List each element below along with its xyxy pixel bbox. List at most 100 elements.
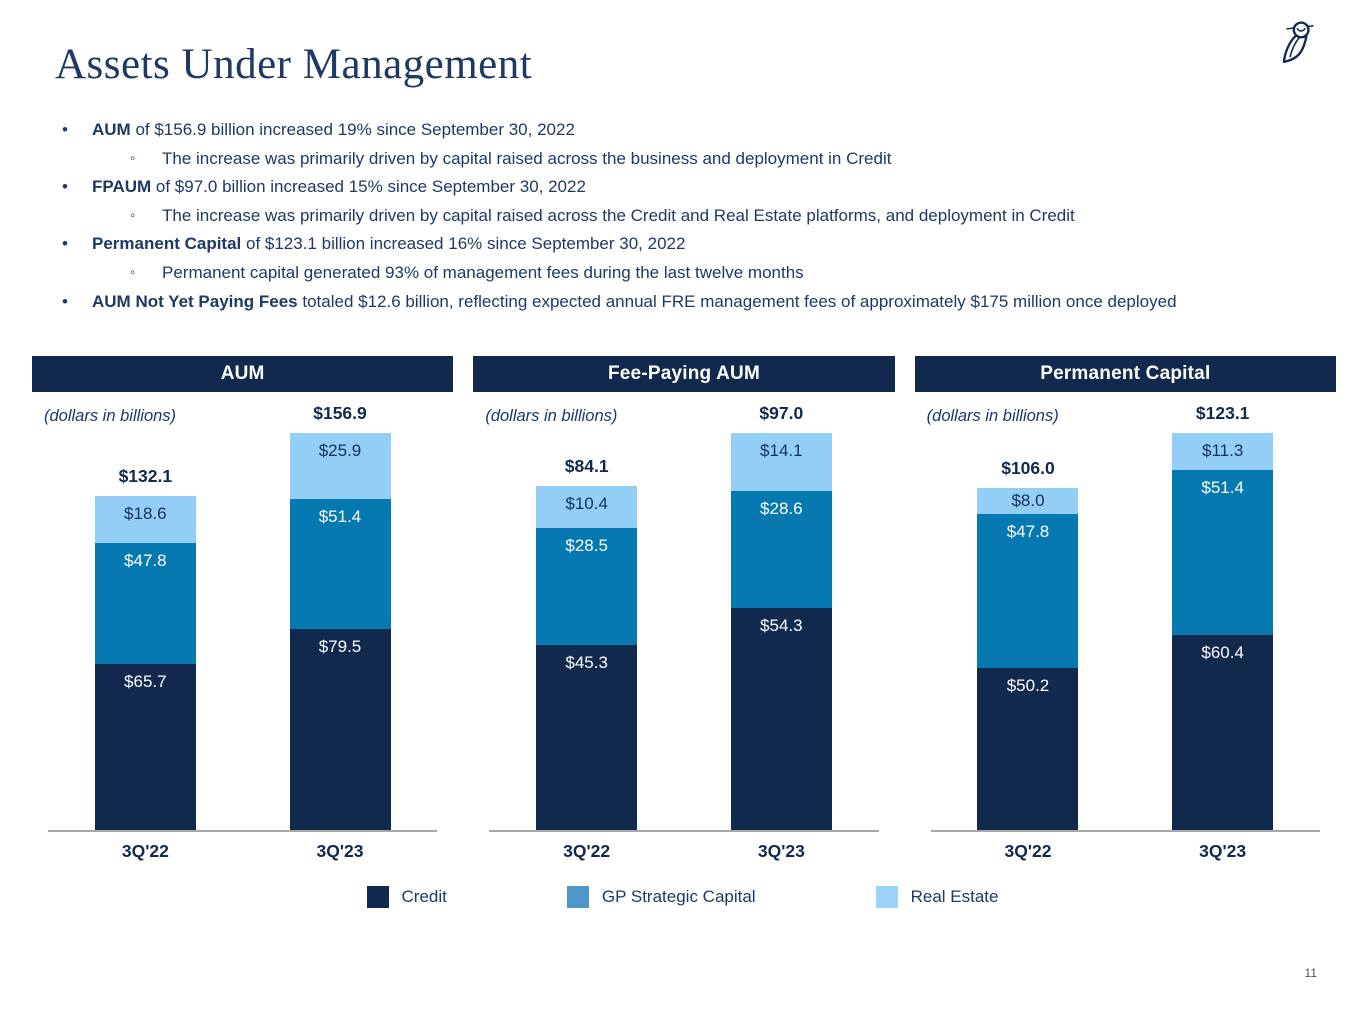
sub-bullet-text: The increase was primarily driven by cap… — [162, 205, 1075, 225]
stacked-bar: $14.1 $28.6 $54.3 — [730, 433, 832, 831]
bar-segment-gp-strategic-capital: $28.6 — [730, 490, 832, 608]
sub-bullet-icon: ◦ — [130, 149, 136, 167]
stacked-bar: $10.4 $28.5 $45.3 — [536, 485, 638, 831]
segment-value-label: $50.2 — [1006, 676, 1050, 696]
bar-segment-credit: $54.3 — [730, 607, 832, 831]
bar-segment-gp-strategic-capital: $47.8 — [94, 542, 196, 664]
legend-label: Real Estate — [910, 887, 999, 907]
stacked-bar: $18.6 $47.8 $65.7 — [94, 495, 196, 831]
chart-units-note: (dollars in billions) — [926, 407, 1059, 426]
segment-value-label: $10.4 — [565, 493, 608, 513]
page-number: 11 — [1304, 966, 1317, 980]
bullet-fpaum: • FPAUM of $97.0 billion increased 15% s… — [60, 173, 1325, 202]
bar-segment-gp-strategic-capital: $28.5 — [536, 528, 638, 645]
x-axis-label: 3Q'22 — [1004, 841, 1052, 862]
x-axis-label: 3Q'22 — [121, 841, 169, 862]
bar-slot: $25.9 $51.4 $79.5 $156.9 — [243, 392, 438, 831]
sub-bullet-permanent-capital: ◦ Permanent capital generated 93% of man… — [60, 259, 1325, 288]
bar-segment-gp-strategic-capital: $51.4 — [1172, 469, 1274, 636]
x-axis-labels: 3Q'22 3Q'23 — [48, 832, 437, 862]
bar-slot: $11.3 $51.4 $60.4 $123.1 — [1125, 392, 1320, 831]
chart-body: (dollars in billions) $8.0 $47.8 $50.2 $106… — [915, 392, 1336, 862]
bullet-icon: • — [62, 234, 68, 254]
sub-bullet-text: Permanent capital generated 93% of manag… — [162, 262, 804, 282]
bullet-icon: • — [62, 291, 68, 311]
sub-bullet-aum: ◦ The increase was primarily driven by c… — [60, 145, 1325, 174]
chart-units-note: (dollars in billions) — [44, 407, 177, 426]
chart-legend: Credit GP Strategic Capital Real Estate — [0, 886, 1365, 909]
bullet-icon: • — [62, 177, 68, 197]
bar-segment-real-estate: $25.9 — [289, 433, 391, 499]
chart-title: Permanent Capital — [1040, 363, 1211, 385]
segment-value-label: $60.4 — [1201, 643, 1244, 663]
segment-value-label: $28.5 — [565, 536, 608, 556]
sub-bullet-text: The increase was primarily driven by cap… — [162, 148, 892, 168]
chart-plot: $8.0 $47.8 $50.2 $106.0 $11.3 $51.4 $60.4 $123.… — [930, 392, 1320, 833]
credit-swatch-icon — [366, 886, 389, 909]
segment-value-label: $54.3 — [760, 615, 803, 635]
bullet-text: FPAUM of $97.0 billion increased 15% sin… — [92, 177, 586, 197]
bar-total-label: $97.0 — [759, 403, 804, 424]
segment-value-label: $11.3 — [1202, 441, 1244, 461]
legend-label: GP Strategic Capital — [601, 887, 756, 907]
blue-owl-owl-logo — [1282, 21, 1314, 63]
segment-value-label: $47.8 — [1006, 522, 1050, 542]
chart-plot: $18.6 $47.8 $65.7 $132.1 $25.9 $51.4 $79.5 $156… — [48, 392, 438, 833]
legend-label: Credit — [401, 887, 447, 907]
bar-segment-credit: $50.2 — [977, 668, 1079, 831]
bar-segment-real-estate: $10.4 — [536, 485, 638, 529]
bar-slot: $14.1 $28.6 $54.3 $97.0 — [684, 392, 879, 831]
bar-total-label: $123.1 — [1195, 403, 1250, 424]
bar-segment-gp-strategic-capital: $47.8 — [977, 514, 1079, 669]
real-estate-swatch-icon — [875, 886, 898, 909]
chart-title: Fee-Paying AUM — [607, 363, 760, 385]
legend-item-gp-strategic-capital: GP Strategic Capital — [566, 886, 756, 909]
bar-total-label: $106.0 — [1001, 458, 1055, 479]
chart-title-bar: Permanent Capital — [914, 356, 1336, 393]
legend-item-credit: Credit — [366, 886, 447, 909]
bar-total-label: $132.1 — [118, 465, 173, 486]
bar-slot: $18.6 $47.8 $65.7 $132.1 — [48, 392, 243, 831]
bullet-icon: • — [62, 120, 68, 139]
x-axis-label: 3Q'22 — [563, 841, 611, 862]
sub-bullet-fpaum: ◦ The increase was primarily driven by c… — [60, 202, 1325, 231]
segment-value-label: $14.1 — [760, 441, 803, 461]
bar-segment-real-estate: $8.0 — [977, 488, 1079, 515]
bullet-text: AUM Not Yet Paying Fees totaled $12.6 bi… — [92, 291, 1177, 311]
bar-segment-real-estate: $14.1 — [730, 433, 832, 491]
x-axis-labels: 3Q'22 3Q'23 — [931, 832, 1320, 862]
page-title: Assets Under Management — [55, 41, 533, 88]
bullet-list: • AUM of $156.9 billion increased 19% si… — [60, 116, 1325, 316]
chart-body: (dollars in billions) $10.4 $28.5 $45.3 $84… — [473, 392, 894, 862]
bullet-aum-not-yet-paying-fees: • AUM Not Yet Paying Fees totaled $12.6 … — [60, 288, 1325, 317]
x-axis-label: 3Q'23 — [1199, 841, 1247, 862]
segment-value-label: $51.4 — [1201, 477, 1244, 497]
chart-title: AUM — [220, 363, 265, 385]
chart-plot: $10.4 $28.5 $45.3 $84.1 $14.1 $28.6 $54.3 $97.0 — [489, 392, 879, 833]
sub-bullet-icon: ◦ — [130, 206, 136, 224]
bullet-aum: • AUM of $156.9 billion increased 19% si… — [60, 116, 1325, 145]
chart-panel-aum: AUM (dollars in billions) $18.6 $47.8 $65.… — [32, 356, 454, 862]
chart-body: (dollars in billions) $18.6 $47.8 $65.7 $13… — [32, 392, 453, 862]
bar-slot: $8.0 $47.8 $50.2 $106.0 — [931, 392, 1126, 831]
bar-total-label: $84.1 — [564, 455, 609, 476]
x-axis-labels: 3Q'22 3Q'23 — [489, 832, 878, 862]
bar-segment-credit: $79.5 — [289, 629, 391, 831]
bar-segment-real-estate: $11.3 — [1172, 433, 1274, 470]
segment-value-label: $45.3 — [565, 652, 608, 672]
bullet-text: AUM of $156.9 billion increased 19% sinc… — [92, 120, 575, 139]
chart-units-note: (dollars in billions) — [485, 407, 618, 426]
segment-value-label: $47.8 — [124, 550, 167, 570]
x-axis-label: 3Q'23 — [316, 841, 364, 862]
sub-bullet-icon: ◦ — [130, 263, 136, 281]
bar-segment-credit: $60.4 — [1172, 635, 1274, 831]
segment-value-label: $79.5 — [318, 637, 362, 656]
chart-title-bar: AUM — [32, 356, 454, 393]
segment-value-label: $51.4 — [318, 506, 362, 526]
bar-slot: $10.4 $28.5 $45.3 $84.1 — [489, 392, 684, 831]
segment-value-label: $65.7 — [124, 671, 167, 691]
bar-segment-gp-strategic-capital: $51.4 — [289, 498, 391, 629]
bullet-permanent-capital: • Permanent Capital of $123.1 billion in… — [60, 230, 1325, 259]
chart-title-bar: Fee-Paying AUM — [473, 356, 895, 393]
